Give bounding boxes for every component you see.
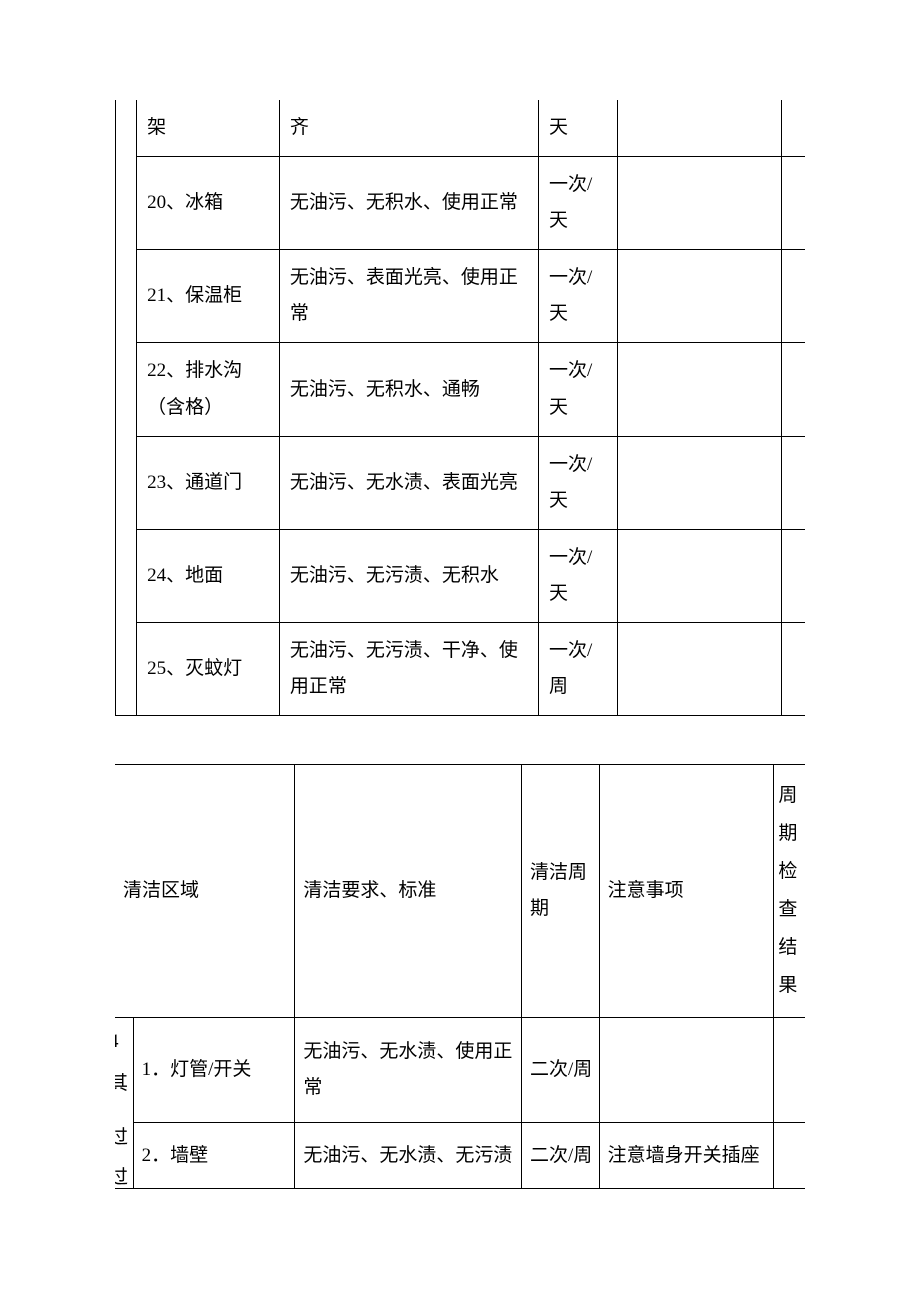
item-cell: 21、保温柜 bbox=[137, 250, 280, 343]
tail-cell bbox=[782, 157, 805, 250]
note-cell bbox=[618, 343, 782, 436]
note-cell bbox=[599, 1018, 774, 1123]
tail-cell bbox=[782, 623, 805, 716]
freq-cell: 一次/天 bbox=[538, 529, 617, 622]
table-row: 22、排水沟（含格） 无油污、无积水、通畅 一次/天 bbox=[116, 343, 806, 436]
req-cell: 齐 bbox=[279, 100, 538, 157]
item-cell: 23、通道门 bbox=[137, 436, 280, 529]
req-cell: 无油污、无污渍、干净、使用正常 bbox=[279, 623, 538, 716]
note-cell bbox=[618, 157, 782, 250]
freq-cell: 一次/天 bbox=[538, 250, 617, 343]
table-header-row: 清洁区域 清洁要求、标准 清洁周期 注意事项 周期检查结果 bbox=[115, 765, 805, 1018]
tail-cell bbox=[774, 1018, 805, 1123]
note-cell bbox=[618, 100, 782, 157]
hdr-req: 清洁要求、标准 bbox=[295, 765, 522, 1018]
freq-cell: 一次/天 bbox=[538, 436, 617, 529]
table-row: 架 齐 天 bbox=[116, 100, 806, 157]
item-cell: 22、排水沟（含格） bbox=[137, 343, 280, 436]
tail-cell bbox=[774, 1123, 805, 1189]
item-cell: 架 bbox=[137, 100, 280, 157]
item-cell: 1．灯管/开关 bbox=[133, 1018, 295, 1123]
hdr-area: 清洁区域 bbox=[115, 765, 295, 1018]
hdr-tail: 周期检查结果 bbox=[774, 765, 805, 1018]
note-cell bbox=[618, 529, 782, 622]
freq-cell: 二次/周 bbox=[521, 1018, 599, 1123]
table-row: 25、灭蚊灯 无油污、无污渍、干净、使用正常 一次/周 bbox=[116, 623, 806, 716]
freq-cell: 天 bbox=[538, 100, 617, 157]
req-cell: 无油污、无水渍、使用正常 bbox=[295, 1018, 522, 1123]
cleaning-table-1: 架 齐 天 20、冰箱 无油污、无积水、使用正常 一次/天 21、保温柜 无油污… bbox=[115, 100, 805, 716]
req-cell: 无油污、无水渍、表面光亮 bbox=[279, 436, 538, 529]
req-cell: 无油污、表面光亮、使用正常 bbox=[279, 250, 538, 343]
freq-cell: 一次/天 bbox=[538, 343, 617, 436]
table-row: 2．墙壁 无油污、无水渍、无污渍 二次/周 注意墙身开关插座 bbox=[115, 1123, 805, 1189]
tail-cell bbox=[782, 436, 805, 529]
req-cell: 无油污、无污渍、无积水 bbox=[279, 529, 538, 622]
table-row: 21、保温柜 无油污、表面光亮、使用正常 一次/天 bbox=[116, 250, 806, 343]
table-row: 4 其 过 过 1．灯管/开关 无油污、无水渍、使用正常 二次/周 bbox=[115, 1018, 805, 1123]
freq-cell: 一次/天 bbox=[538, 157, 617, 250]
left-stub-clip: 4 其 过 过 bbox=[115, 1018, 133, 1189]
req-cell: 无油污、无积水、通畅 bbox=[279, 343, 538, 436]
table-row: 24、地面 无油污、无污渍、无积水 一次/天 bbox=[116, 529, 806, 622]
note-cell: 注意墙身开关插座 bbox=[599, 1123, 774, 1189]
tail-cell bbox=[782, 343, 805, 436]
freq-cell: 一次/周 bbox=[538, 623, 617, 716]
note-cell bbox=[618, 436, 782, 529]
item-cell: 20、冰箱 bbox=[137, 157, 280, 250]
hdr-freq: 清洁周期 bbox=[521, 765, 599, 1018]
table-row: 20、冰箱 无油污、无积水、使用正常 一次/天 bbox=[116, 157, 806, 250]
cleaning-table-2: 清洁区域 清洁要求、标准 清洁周期 注意事项 周期检查结果 4 其 过 过 1．… bbox=[115, 764, 805, 1189]
tail-cell bbox=[782, 100, 805, 157]
req-cell: 无油污、无水渍、无污渍 bbox=[295, 1123, 522, 1189]
note-cell bbox=[618, 250, 782, 343]
tail-cell bbox=[782, 250, 805, 343]
hdr-note: 注意事项 bbox=[599, 765, 774, 1018]
item-cell: 25、灭蚊灯 bbox=[137, 623, 280, 716]
table-row: 23、通道门 无油污、无水渍、表面光亮 一次/天 bbox=[116, 436, 806, 529]
req-cell: 无油污、无积水、使用正常 bbox=[279, 157, 538, 250]
freq-cell: 二次/周 bbox=[521, 1123, 599, 1189]
tail-cell bbox=[782, 529, 805, 622]
note-cell bbox=[618, 623, 782, 716]
item-cell: 24、地面 bbox=[137, 529, 280, 622]
left-stub bbox=[116, 100, 137, 716]
item-cell: 2．墙壁 bbox=[133, 1123, 295, 1189]
